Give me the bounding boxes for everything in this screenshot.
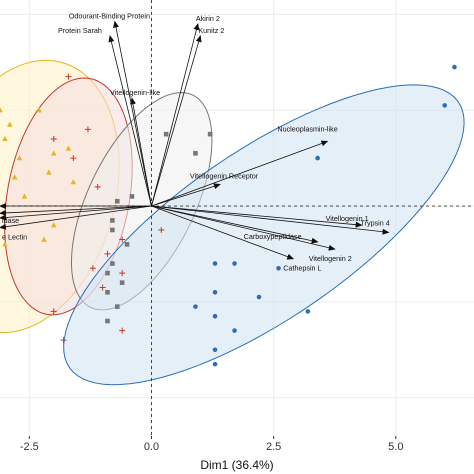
loading-arrow-7 (151, 205, 363, 228)
point-group0-13 (70, 179, 77, 185)
point-group2-10 (119, 280, 125, 285)
loading-label-2: Akirin 2 (196, 14, 220, 23)
loading-arrows (0, 20, 390, 260)
loading-arrow-0 (113, 20, 152, 207)
point-group1-3 (70, 155, 77, 162)
loading-label-4: Vitellogenin-like (110, 88, 160, 97)
point-group0-11 (2, 241, 8, 247)
group-ellipses (0, 59, 465, 386)
point-group1-8 (99, 284, 106, 291)
loading-arrow-12 (0, 205, 152, 216)
x-axis-title: Dim1 (36.4%) (200, 458, 273, 472)
loading-arrow-13 (0, 205, 152, 230)
loading-label-10: Vitellogenin 2 (309, 254, 352, 263)
point-group0-5 (65, 145, 72, 151)
point-group3-8 (193, 304, 198, 309)
loading-arrow-6 (151, 183, 221, 207)
point-group2-8 (110, 261, 115, 266)
point-group2-12 (105, 318, 110, 324)
point-group2-13 (114, 304, 120, 309)
point-group1-0 (65, 73, 72, 80)
loading-label-9: Carboxypeptidase (244, 232, 302, 241)
loading-arrow-11 (151, 205, 295, 260)
point-group1-13 (158, 226, 165, 233)
point-group2-11 (105, 289, 110, 295)
point-group1-10 (60, 337, 67, 344)
point-group3-11 (212, 347, 218, 353)
point-group1-5 (119, 236, 126, 243)
point-group2-9 (105, 270, 110, 276)
loading-arrow-3 (151, 34, 202, 207)
loading-label-5: Nucleoplasmin-like (277, 124, 337, 133)
point-group0-10 (41, 236, 47, 242)
loading-label-3: Kunitz 2 (198, 26, 224, 35)
point-group0-8 (21, 193, 28, 199)
point-group3-1 (442, 103, 447, 108)
point-group1-12 (104, 250, 111, 257)
loading-label-6: Vitellogenin Receptor (190, 171, 259, 180)
loading-labels: Odourant-Binding Protein Protein Sarah Aki… (2, 12, 390, 273)
loading-label-0: Odourant-Binding Protein (69, 12, 150, 21)
point-group3-12 (212, 361, 218, 367)
loading-arrow-8 (151, 205, 390, 235)
point-group0-1 (6, 121, 13, 127)
loading-label-13: e Lectin (2, 233, 27, 242)
point-group3-7 (256, 294, 262, 300)
point-group3-10 (232, 328, 237, 333)
loading-arrow-4 (130, 97, 152, 207)
point-group2-3 (129, 194, 135, 199)
x-tick-label-3: 5.0 (388, 441, 403, 453)
x-tick-label-2: 2.5 (266, 441, 281, 453)
point-group1-9 (50, 308, 57, 315)
loading-arrow-15 (0, 205, 152, 221)
x-tick-label-1: 0.0 (144, 441, 159, 453)
point-group0-3 (36, 107, 42, 113)
point-group0-2 (2, 135, 8, 142)
point-group0-4 (50, 150, 57, 156)
point-group3-3 (212, 261, 218, 266)
group-ellipse-3 (63, 84, 465, 386)
loading-label-8: Trypsin 4 (360, 218, 389, 227)
loading-label-7: Vitellogenin 1 (326, 214, 369, 223)
x-axis-ticks: -2.5 0.0 2.5 5.0 (20, 436, 403, 453)
point-group2-5 (110, 218, 115, 223)
point-group0-6 (46, 169, 52, 175)
point-group3-9 (212, 313, 218, 319)
loading-arrow-2 (151, 22, 200, 207)
point-group1-7 (89, 265, 96, 272)
point-group1-1 (84, 126, 91, 133)
point-group1-11 (119, 327, 126, 334)
point-group1-4 (94, 183, 101, 190)
point-group0-0 (0, 107, 3, 113)
point-group2-7 (124, 242, 130, 247)
point-group2-6 (110, 227, 115, 233)
point-group3-5 (276, 266, 281, 271)
point-group2-0 (207, 131, 213, 137)
point-group2-1 (193, 151, 198, 156)
x-tick-label-0: -2.5 (20, 441, 39, 453)
point-group3-6 (212, 289, 218, 295)
point-group0-7 (11, 174, 18, 180)
loading-arrow-5 (151, 140, 329, 207)
point-group1-6 (119, 270, 126, 277)
loading-arrow-1 (108, 34, 152, 207)
loading-label-12: idase (2, 216, 19, 225)
point-group0-9 (50, 222, 57, 228)
point-group0-12 (16, 155, 23, 161)
loading-label-1: Protein Sarah (58, 26, 102, 35)
point-group3-4 (232, 261, 237, 266)
point-group2-2 (163, 131, 169, 137)
point-group2-4 (114, 198, 120, 204)
point-group3-13 (305, 309, 311, 314)
data-points (0, 64, 457, 367)
point-group3-2 (315, 155, 320, 161)
loading-arrow-10 (151, 205, 336, 251)
loading-arrow-9 (151, 205, 319, 244)
point-group1-2 (50, 135, 57, 142)
loading-label-11: Cathepsin L (283, 264, 321, 273)
point-group3-0 (452, 64, 457, 70)
